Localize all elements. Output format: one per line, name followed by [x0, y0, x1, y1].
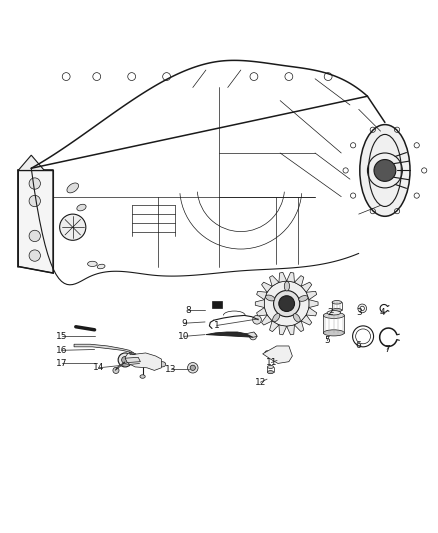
Circle shape — [29, 250, 40, 261]
Polygon shape — [261, 282, 272, 292]
Polygon shape — [115, 362, 125, 370]
Polygon shape — [306, 308, 317, 316]
Polygon shape — [294, 321, 304, 332]
Text: 17: 17 — [56, 359, 67, 368]
Ellipse shape — [88, 261, 97, 266]
Circle shape — [122, 357, 129, 364]
Polygon shape — [125, 357, 141, 362]
Circle shape — [274, 290, 300, 317]
Text: 10: 10 — [178, 332, 190, 341]
Text: 12: 12 — [255, 378, 266, 387]
Bar — [212, 301, 222, 308]
Circle shape — [264, 281, 309, 326]
Ellipse shape — [140, 375, 145, 378]
Ellipse shape — [265, 295, 275, 301]
Circle shape — [136, 357, 143, 364]
Polygon shape — [18, 155, 44, 171]
Text: 13: 13 — [165, 365, 177, 374]
Ellipse shape — [268, 366, 274, 368]
Ellipse shape — [77, 204, 86, 211]
Circle shape — [29, 230, 40, 241]
Ellipse shape — [293, 314, 300, 322]
Circle shape — [279, 296, 294, 311]
Polygon shape — [279, 325, 287, 335]
Ellipse shape — [97, 264, 105, 269]
Ellipse shape — [268, 370, 274, 374]
Ellipse shape — [284, 281, 290, 291]
Polygon shape — [294, 276, 304, 286]
Polygon shape — [269, 276, 279, 286]
Circle shape — [60, 214, 86, 240]
Text: 8: 8 — [186, 305, 191, 314]
Circle shape — [360, 306, 364, 311]
Circle shape — [250, 333, 257, 340]
Circle shape — [138, 355, 148, 366]
Text: 4: 4 — [380, 308, 385, 317]
Ellipse shape — [323, 330, 344, 336]
Circle shape — [29, 195, 40, 207]
Text: 11: 11 — [265, 358, 277, 367]
Polygon shape — [125, 353, 161, 370]
Text: 2: 2 — [328, 308, 333, 317]
Ellipse shape — [332, 301, 342, 304]
Ellipse shape — [323, 312, 344, 318]
Ellipse shape — [159, 362, 166, 367]
Circle shape — [374, 159, 396, 181]
Polygon shape — [301, 282, 312, 292]
Text: 9: 9 — [181, 319, 187, 328]
Text: 3: 3 — [356, 308, 362, 317]
Circle shape — [113, 367, 119, 374]
Circle shape — [276, 351, 283, 358]
Polygon shape — [257, 292, 267, 300]
Ellipse shape — [360, 125, 410, 216]
Text: 15: 15 — [56, 332, 67, 341]
Polygon shape — [130, 352, 136, 354]
Circle shape — [118, 353, 132, 367]
Circle shape — [140, 358, 145, 363]
Ellipse shape — [272, 313, 280, 322]
Text: 16: 16 — [56, 346, 67, 355]
Polygon shape — [246, 332, 258, 337]
Polygon shape — [257, 308, 267, 316]
Text: 1: 1 — [214, 321, 220, 330]
Circle shape — [187, 362, 198, 373]
Circle shape — [265, 351, 269, 355]
Polygon shape — [309, 300, 318, 308]
Circle shape — [29, 178, 40, 189]
Polygon shape — [263, 346, 292, 364]
Polygon shape — [287, 325, 294, 335]
Text: 14: 14 — [93, 364, 105, 372]
Text: 6: 6 — [356, 342, 362, 351]
Polygon shape — [306, 292, 317, 300]
Polygon shape — [261, 315, 272, 325]
Text: 5: 5 — [325, 336, 330, 345]
Ellipse shape — [327, 311, 341, 315]
Circle shape — [253, 316, 261, 324]
Circle shape — [190, 365, 195, 370]
Text: 7: 7 — [384, 345, 390, 354]
Ellipse shape — [332, 309, 342, 312]
Polygon shape — [287, 272, 294, 282]
Polygon shape — [279, 272, 287, 282]
Polygon shape — [74, 344, 134, 354]
Ellipse shape — [299, 296, 308, 301]
Polygon shape — [255, 300, 264, 308]
Polygon shape — [18, 171, 53, 273]
Circle shape — [358, 304, 367, 313]
Polygon shape — [301, 315, 312, 325]
Ellipse shape — [67, 183, 78, 193]
Polygon shape — [206, 332, 253, 337]
Polygon shape — [269, 321, 279, 332]
